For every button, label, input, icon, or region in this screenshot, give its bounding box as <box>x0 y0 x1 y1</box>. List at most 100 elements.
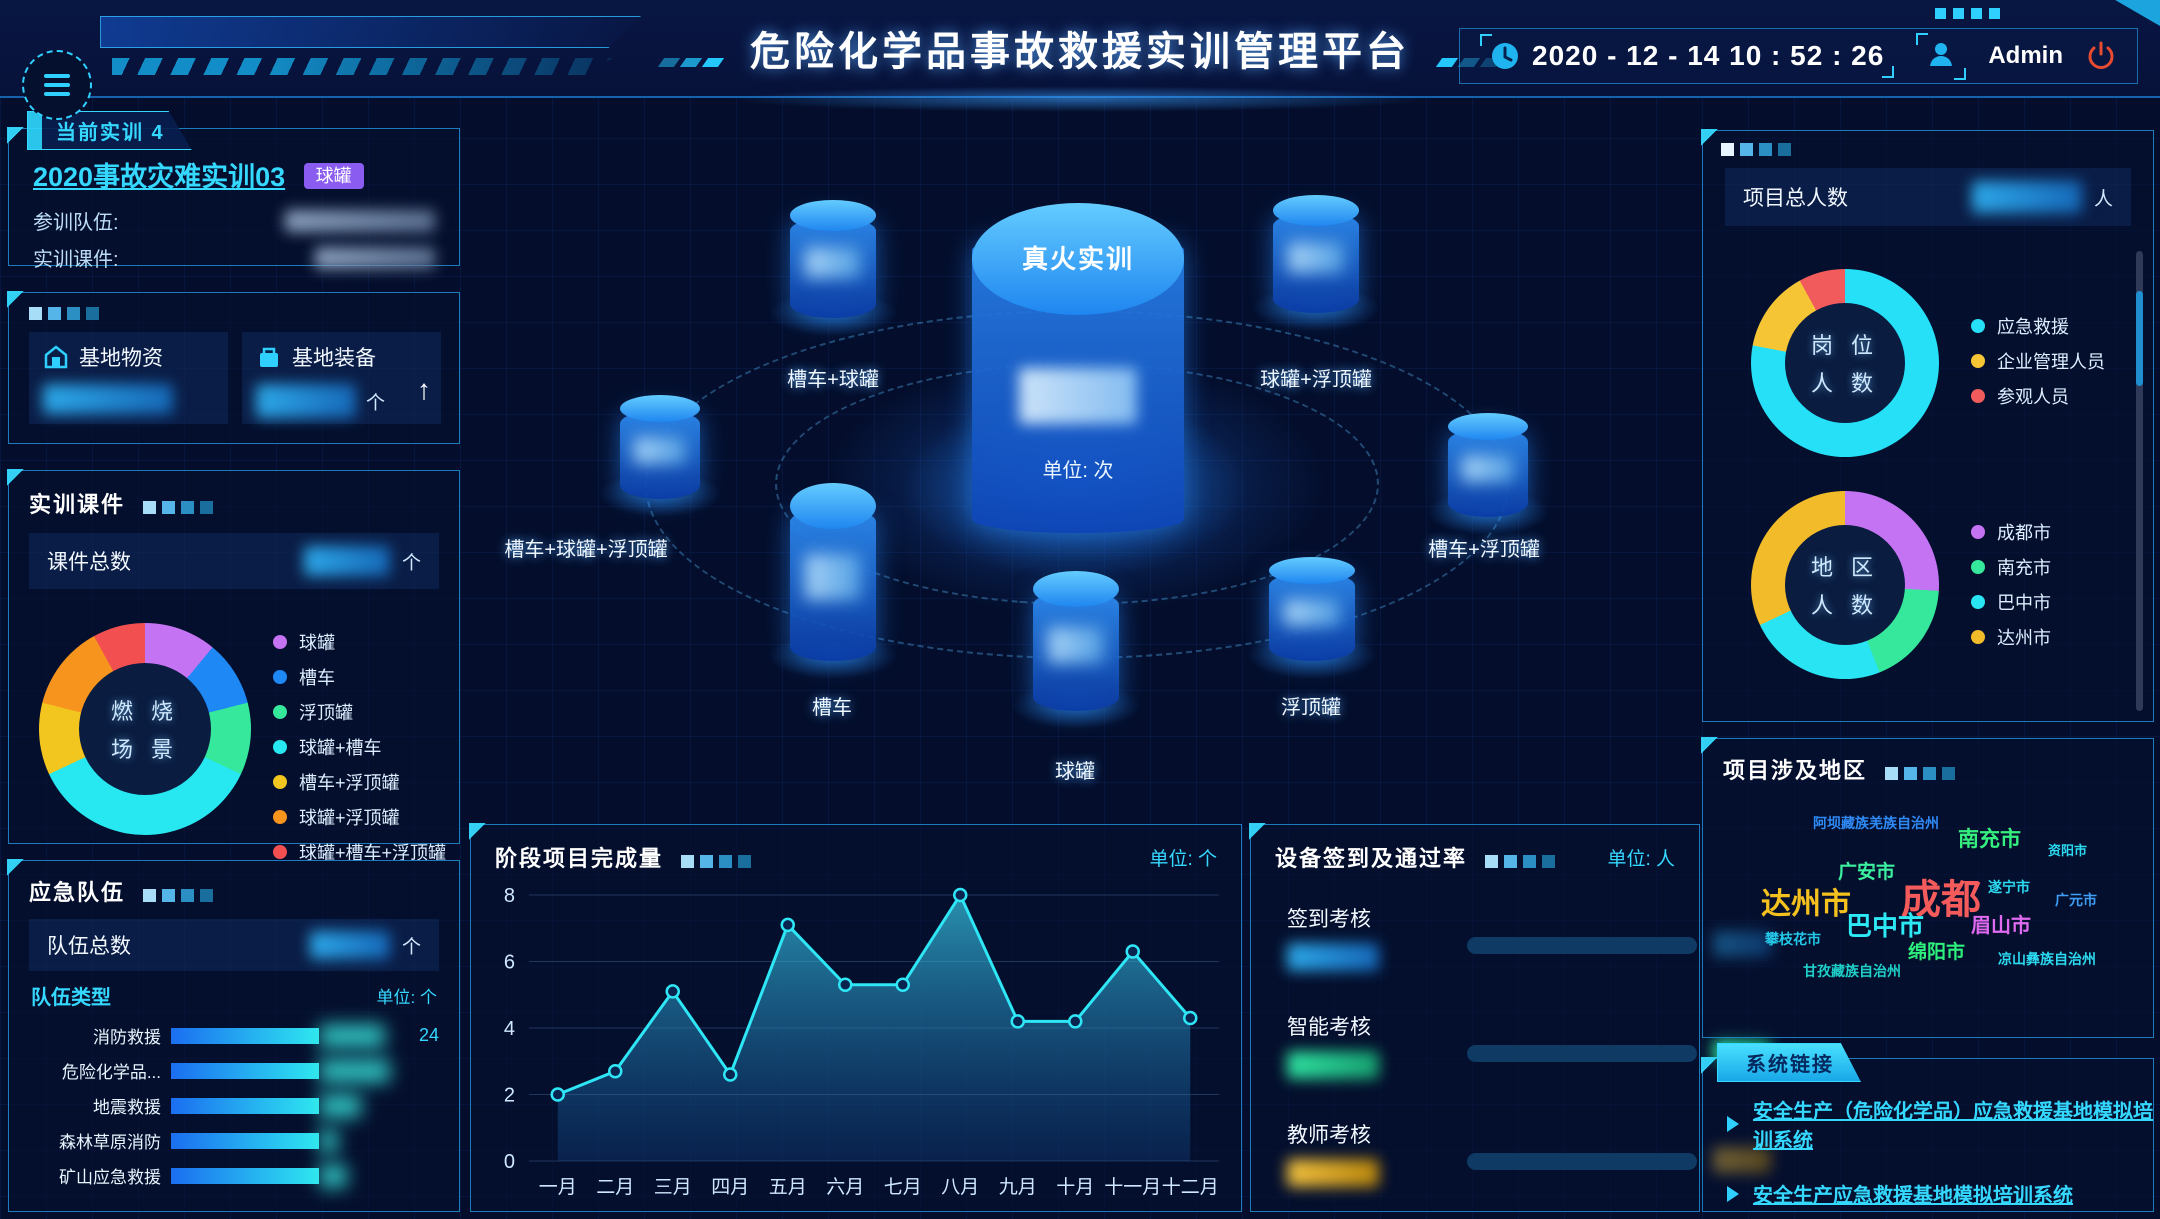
device-row-count-blurred <box>1287 1051 1379 1079</box>
legend-label: 球罐+槽车 <box>299 738 382 758</box>
cloud-word[interactable]: 眉山市 <box>1971 915 2031 937</box>
satellite-cylinder <box>790 200 876 318</box>
region-people-donut: 地 区人 数 <box>1751 491 1939 679</box>
title-left-dashes <box>657 32 725 77</box>
region-cloud-title: 项目涉及地区 <box>1723 758 1868 783</box>
deco-squares <box>681 855 752 869</box>
cloud-word[interactable]: 凉山彝族自治州 <box>1998 951 2096 967</box>
svg-text:0: 0 <box>504 1151 515 1173</box>
core-title: 真火实训 <box>1021 244 1134 275</box>
team-bar <box>171 1128 409 1153</box>
device-progress-bar <box>1467 1045 1697 1062</box>
cloud-word[interactable]: 甘孜藏族自治州 <box>1803 963 1901 979</box>
satellite-label: 槽车+球罐 <box>787 369 879 391</box>
system-link[interactable]: 安全生产应急救援基地模拟培训系统 <box>1753 1185 2073 1207</box>
legend-item[interactable]: 浮顶罐 <box>273 699 446 725</box>
admin-username[interactable]: Admin <box>1988 42 2063 69</box>
panel-current-training: 当前实训 4 2020事故灾难实训03 球罐 参训队伍: 实训课件: <box>7 111 460 271</box>
training-name-link[interactable]: 2020事故灾难实训03 <box>33 162 286 192</box>
legend-dot <box>1971 354 1985 368</box>
team-bar-label: 消防救援 <box>93 1028 161 1047</box>
satellite-cylinder <box>620 395 700 499</box>
team-total-label: 队伍总数 <box>47 935 131 958</box>
system-link[interactable]: 安全生产（危险化学品）应急救援基地模拟培训系统 <box>1753 1101 2153 1152</box>
cloud-word[interactable]: 遂宁市 <box>1988 879 2030 895</box>
legend-dot <box>1971 319 1985 333</box>
legend-item[interactable]: 南充市 <box>1971 554 2051 580</box>
cloud-word[interactable]: 巴中市 <box>1846 911 1925 941</box>
legend-item[interactable]: 达州市 <box>1971 624 2051 650</box>
legend-item[interactable]: 球罐+槽车 <box>273 734 446 760</box>
legend-item[interactable]: 企业管理人员 <box>1971 348 2105 374</box>
deco-squares <box>1485 855 1556 869</box>
legend-label: 球罐+槽车+浮顶罐 <box>299 843 447 863</box>
equipment-card: 基地装备 个 ↑ <box>242 332 441 424</box>
device-unit-label: 单位: 人 <box>1607 848 1675 870</box>
team-label: 参训队伍: <box>33 212 119 234</box>
panel-base-stats: 基地物资 基地装备 个 ↑ <box>7 291 460 444</box>
legend-dot <box>273 670 287 684</box>
legend-label: 应急救援 <box>1997 317 2069 337</box>
cloud-word[interactable]: 绵阳市 <box>1908 942 1966 963</box>
courseware-total-label: 课件总数 <box>47 551 131 574</box>
device-row: 签到考核 <box>1287 903 1771 976</box>
cloud-word[interactable]: 达州市 <box>1761 888 1851 921</box>
svg-text:十二月: 十二月 <box>1162 1176 1219 1198</box>
panel-scrollbar[interactable] <box>2136 251 2143 711</box>
legend-dot <box>273 845 287 859</box>
team-bar <box>171 1163 409 1188</box>
satellite-label: 槽车+浮顶罐 <box>1428 539 1540 561</box>
cloud-word[interactable]: 阿坝藏族羌族自治州 <box>1813 815 1939 831</box>
legend-item[interactable]: 球罐+槽车+浮顶罐 <box>273 839 446 865</box>
svg-text:2: 2 <box>504 1085 515 1107</box>
core-count-blurred <box>1018 368 1138 425</box>
post-donut-center: 岗 位人 数 <box>1785 303 1905 423</box>
legend-item[interactable]: 球罐+浮顶罐 <box>273 804 446 830</box>
team-type-label: 队伍类型 <box>31 987 111 1009</box>
cloud-word[interactable]: 南充市 <box>1958 828 2021 851</box>
clock-icon <box>1492 43 1518 69</box>
team-bar <box>171 1058 409 1083</box>
cloud-word[interactable]: 攀枝花市 <box>1765 931 1821 947</box>
monthly-area-chart: 0 2 4 6 8 一月 二月 三月 四月 五月 六月 七月 八月 九月 十月 十一月 十二月 <box>504 885 1219 1198</box>
scrollbar-thumb[interactable] <box>2136 291 2143 386</box>
legend-item[interactable]: 槽车 <box>273 664 446 690</box>
device-title: 设备签到及通过率 <box>1275 846 1468 871</box>
cloud-word[interactable]: 广安市 <box>1838 862 1896 883</box>
deco-squares <box>143 501 214 515</box>
hamburger-icon <box>44 74 70 96</box>
device-progress-bar <box>1467 1153 1697 1170</box>
legend-item[interactable]: 成都市 <box>1971 519 2051 545</box>
device-row-label: 教师考核 <box>1287 1124 1371 1147</box>
team-bar-row: 地震救援 <box>9 1088 449 1123</box>
burning-scene-donut: 燃 烧场 景 <box>39 623 251 835</box>
cloud-word[interactable]: 广元市 <box>2055 892 2097 908</box>
legend-dot <box>1971 525 1985 539</box>
legend-label: 成都市 <box>1997 523 2051 543</box>
svg-text:九月: 九月 <box>999 1176 1037 1198</box>
legend-item[interactable]: 槽车+浮顶罐 <box>273 769 446 795</box>
legend-item[interactable]: 参观人员 <box>1971 383 2105 409</box>
team-bar-value: 24 <box>419 1025 440 1045</box>
legend-item[interactable]: 巴中市 <box>1971 589 2051 615</box>
datetime-group: 2020 - 12 - 14 10 : 52 : 26 <box>1480 34 1895 78</box>
user-icon-wrap[interactable] <box>1916 32 1967 80</box>
region-word-cloud: 阿坝藏族羌族自治州南充市资阳市广安市 成都 遂宁市广元市 达州市 巴中市 眉山市攀枝花市绵… <box>1703 791 2155 1031</box>
svg-text:三月: 三月 <box>654 1177 692 1198</box>
team-unit-label: 单位: 个 <box>376 988 437 1007</box>
courseware-total-card: 课件总数 个 <box>29 533 439 589</box>
satellite-label: 浮顶罐 <box>1281 697 1341 719</box>
cloud-word[interactable]: 成都 <box>1901 878 1981 922</box>
power-button[interactable] <box>2085 40 2117 72</box>
legend-item[interactable]: 应急救援 <box>1971 313 2105 339</box>
people-total-blurred <box>1971 181 2082 213</box>
core-cylinder: 真火实训 单位: 次 <box>972 203 1184 533</box>
legend-item[interactable]: 球罐 <box>273 629 446 655</box>
svg-text:四月: 四月 <box>711 1177 749 1198</box>
material-value-blurred <box>43 384 173 414</box>
cloud-word[interactable]: 资阳市 <box>2048 843 2088 858</box>
legend-dot <box>273 635 287 649</box>
svg-text:一月: 一月 <box>539 1177 577 1198</box>
menu-logo-button[interactable] <box>22 50 92 120</box>
panel-device-checkin: 设备签到及通过率 单位: 人 签到考核 智能考核 教师考核 <box>1249 823 1771 1212</box>
